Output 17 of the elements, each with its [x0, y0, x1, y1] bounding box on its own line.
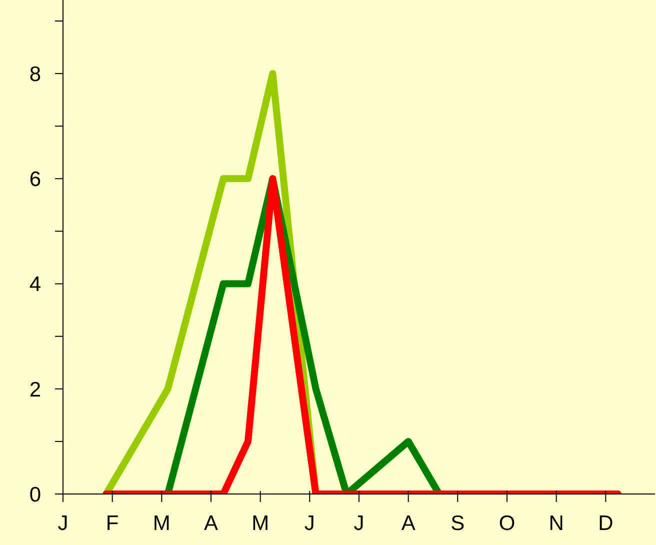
x-tick-label: M	[152, 512, 170, 535]
x-tick-label: J	[304, 512, 315, 535]
x-tick-label: M	[252, 512, 270, 535]
x-tick-label: F	[106, 512, 119, 535]
x-tick-label: J	[58, 512, 68, 535]
x-tick-label: A	[401, 512, 416, 535]
x-tick-label: A	[204, 512, 218, 535]
x-tick-label: N	[548, 512, 564, 535]
x-tick-label: J	[354, 512, 364, 535]
x-tick-label: O	[498, 512, 516, 535]
y-tick-label: 0	[29, 483, 41, 506]
y-tick-label: 4	[29, 273, 42, 296]
x-tick-label: S	[450, 512, 465, 535]
x-tick-label: D	[598, 512, 614, 535]
y-tick-label: 2	[29, 378, 41, 402]
y-tick-label: 6	[29, 168, 41, 192]
y-tick-label: 8	[29, 63, 41, 86]
